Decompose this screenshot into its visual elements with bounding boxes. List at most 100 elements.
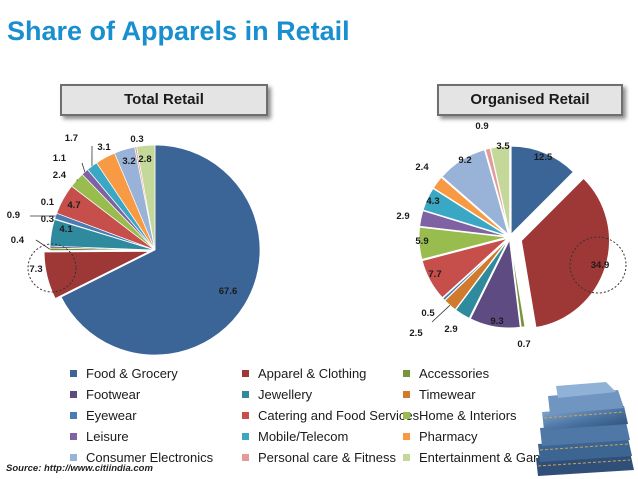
org-highlight-circle xyxy=(569,236,627,294)
org-label-eyewear: 0.5 xyxy=(421,308,435,319)
legend-item-eyewear: Eyewear xyxy=(70,406,137,424)
legend-label: Consumer Electronics xyxy=(86,449,214,465)
total-label-consumer-electronics: 3.2 xyxy=(122,156,135,167)
org-label-entertainment-gaming: 3.5 xyxy=(496,141,510,152)
organised-retail-pie: 12.5 34.9 0.7 9.3 2.9 2.5 0.5 7.7 5.9 2.9 4.3 2.4 9.… xyxy=(396,121,627,350)
legend-item-timewear: Timewear xyxy=(403,385,476,403)
org-leader-timewear xyxy=(431,305,451,323)
org-slice-leisure xyxy=(419,210,508,237)
legend-item-pharmacy: Pharmacy xyxy=(403,427,478,445)
legend-label: Jewellery xyxy=(258,386,313,402)
legend: Food & Grocery Apparel & Clothing Accessor… xyxy=(70,364,540,470)
total-label-jewellery: 4.1 xyxy=(59,224,73,235)
legend-swatch xyxy=(242,453,249,461)
legend-label: Pharmacy xyxy=(419,428,478,444)
legend-item-footwear: Footwear xyxy=(70,385,140,403)
legend-label: Apparel & Clothing xyxy=(258,365,367,381)
legend-swatch xyxy=(70,390,77,398)
org-slice-footwear xyxy=(469,238,521,329)
legend-item-entertainment-gan: Entertainment & Gan xyxy=(403,448,540,466)
legend-label: Eyewear xyxy=(86,407,137,423)
org-slice-entertainment-gaming xyxy=(489,145,511,235)
legend-label: Mobile/Telecom xyxy=(258,428,349,444)
org-slice-apparel-clothing xyxy=(520,177,610,328)
total-label-leisure: 1.1 xyxy=(53,153,67,164)
legend-item-mobile-telecom: Mobile/Telecom xyxy=(242,427,348,445)
legend-swatch xyxy=(403,411,410,419)
legend-label: Catering and Food Services xyxy=(258,407,420,423)
legend-swatch xyxy=(70,369,77,377)
org-slice-consumer-electronics xyxy=(441,149,510,236)
org-slice-home-interiors xyxy=(418,226,508,261)
legend-item-food-grocery: Food & Grocery xyxy=(70,364,178,382)
org-slice-pharmacy xyxy=(432,176,508,236)
total-leader-leisure xyxy=(81,162,86,173)
legend-swatch xyxy=(403,369,410,377)
legend-swatch xyxy=(403,453,410,461)
total-label-timewear: 0.1 xyxy=(41,197,55,208)
org-label-jewellery: 2.9 xyxy=(444,324,457,335)
legend-label: Accessories xyxy=(419,365,490,381)
legend-item-home-interiors: Home & Interiors xyxy=(403,406,517,424)
total-label-pharmacy: 3.1 xyxy=(97,142,111,153)
legend-item-catering-and-food-services: Catering and Food Services xyxy=(242,406,419,424)
total-label-eyewear: 0.9 xyxy=(7,210,20,221)
total-retail-header: Total Retail xyxy=(60,84,268,116)
source-note: Source: http://www.citiindia.com xyxy=(6,463,153,474)
legend-item-consumer-electronics: Consumer Electronics xyxy=(70,448,213,466)
legend-swatch xyxy=(242,411,249,419)
total-label-home-interiors: 2.4 xyxy=(53,170,67,181)
legend-label: Personal care & Fitness xyxy=(258,449,397,465)
org-label-accessories: 0.7 xyxy=(517,339,530,350)
total-label-personal-care-fitness: 0.3 xyxy=(130,134,143,145)
legend-swatch xyxy=(70,411,77,419)
org-label-personal-care-fitness: 0.9 xyxy=(475,121,488,132)
org-label-consumer-electronics: 9.2 xyxy=(458,155,471,166)
total-label-food-grocery: 67.6 xyxy=(219,286,238,297)
legend-item-leisure: Leisure xyxy=(70,427,129,445)
legend-item-personal-care-fitness: Personal care & Fitness xyxy=(242,448,396,466)
org-label-mobile-telecom: 4.3 xyxy=(426,196,439,207)
org-slice-catering-and-food-services xyxy=(421,237,508,299)
total-label-footwear: 0.3 xyxy=(41,214,54,225)
legend-swatch xyxy=(70,432,77,440)
total-label-apparel-clothing: 7.3 xyxy=(29,264,42,275)
legend-swatch xyxy=(242,369,249,377)
legend-label: Entertainment & Gan xyxy=(419,449,541,465)
organised-retail-header: Organised Retail xyxy=(437,84,623,116)
legend-swatch xyxy=(70,453,77,461)
org-slice-jewellery xyxy=(455,239,509,319)
total-slice-entertainment-gaming xyxy=(136,144,156,251)
legend-item-accessories: Accessories xyxy=(403,364,489,382)
org-slice-food-grocery xyxy=(510,145,574,236)
legend-label: Food & Grocery xyxy=(86,365,178,381)
folded-jeans-image xyxy=(536,382,634,476)
org-label-timewear: 2.5 xyxy=(409,328,423,339)
total-highlight-circle xyxy=(27,243,77,293)
legend-label: Leisure xyxy=(86,428,129,444)
org-label-food-grocery: 12.5 xyxy=(534,152,553,163)
legend-swatch xyxy=(242,390,249,398)
org-slice-accessories xyxy=(509,239,526,328)
legend-swatch xyxy=(242,432,249,440)
org-label-home-interiors: 5.9 xyxy=(415,236,428,247)
org-slice-mobile-telecom xyxy=(422,187,508,237)
total-leader-accessories xyxy=(35,239,51,250)
total-slice-apparel-clothing xyxy=(43,251,150,299)
org-label-catering-and-food-services: 7.7 xyxy=(428,269,441,280)
legend-item-jewellery: Jewellery xyxy=(242,385,312,403)
org-label-pharmacy: 2.4 xyxy=(415,162,429,173)
org-slice-eyewear xyxy=(442,238,509,301)
legend-swatch xyxy=(403,390,410,398)
org-label-apparel-clothing: 34.9 xyxy=(591,260,610,271)
total-label-catering-and-food-services: 4.7 xyxy=(67,200,80,211)
total-label-accessories: 0.4 xyxy=(11,235,25,246)
total-retail-pie: 67.6 7.3 0.4 0.3 4.1 0.1 0.9 4.7 2.4 1.1 1.7 3.1 3.2… xyxy=(7,133,261,356)
legend-label: Timewear xyxy=(419,386,476,402)
legend-item-apparel-clothing: Apparel & Clothing xyxy=(242,364,366,382)
slide-title: Share of Apparels in Retail xyxy=(7,16,350,46)
total-slice-food-grocery xyxy=(60,144,261,356)
org-label-leisure: 2.9 xyxy=(396,211,409,222)
org-label-footwear: 9.3 xyxy=(490,316,503,327)
